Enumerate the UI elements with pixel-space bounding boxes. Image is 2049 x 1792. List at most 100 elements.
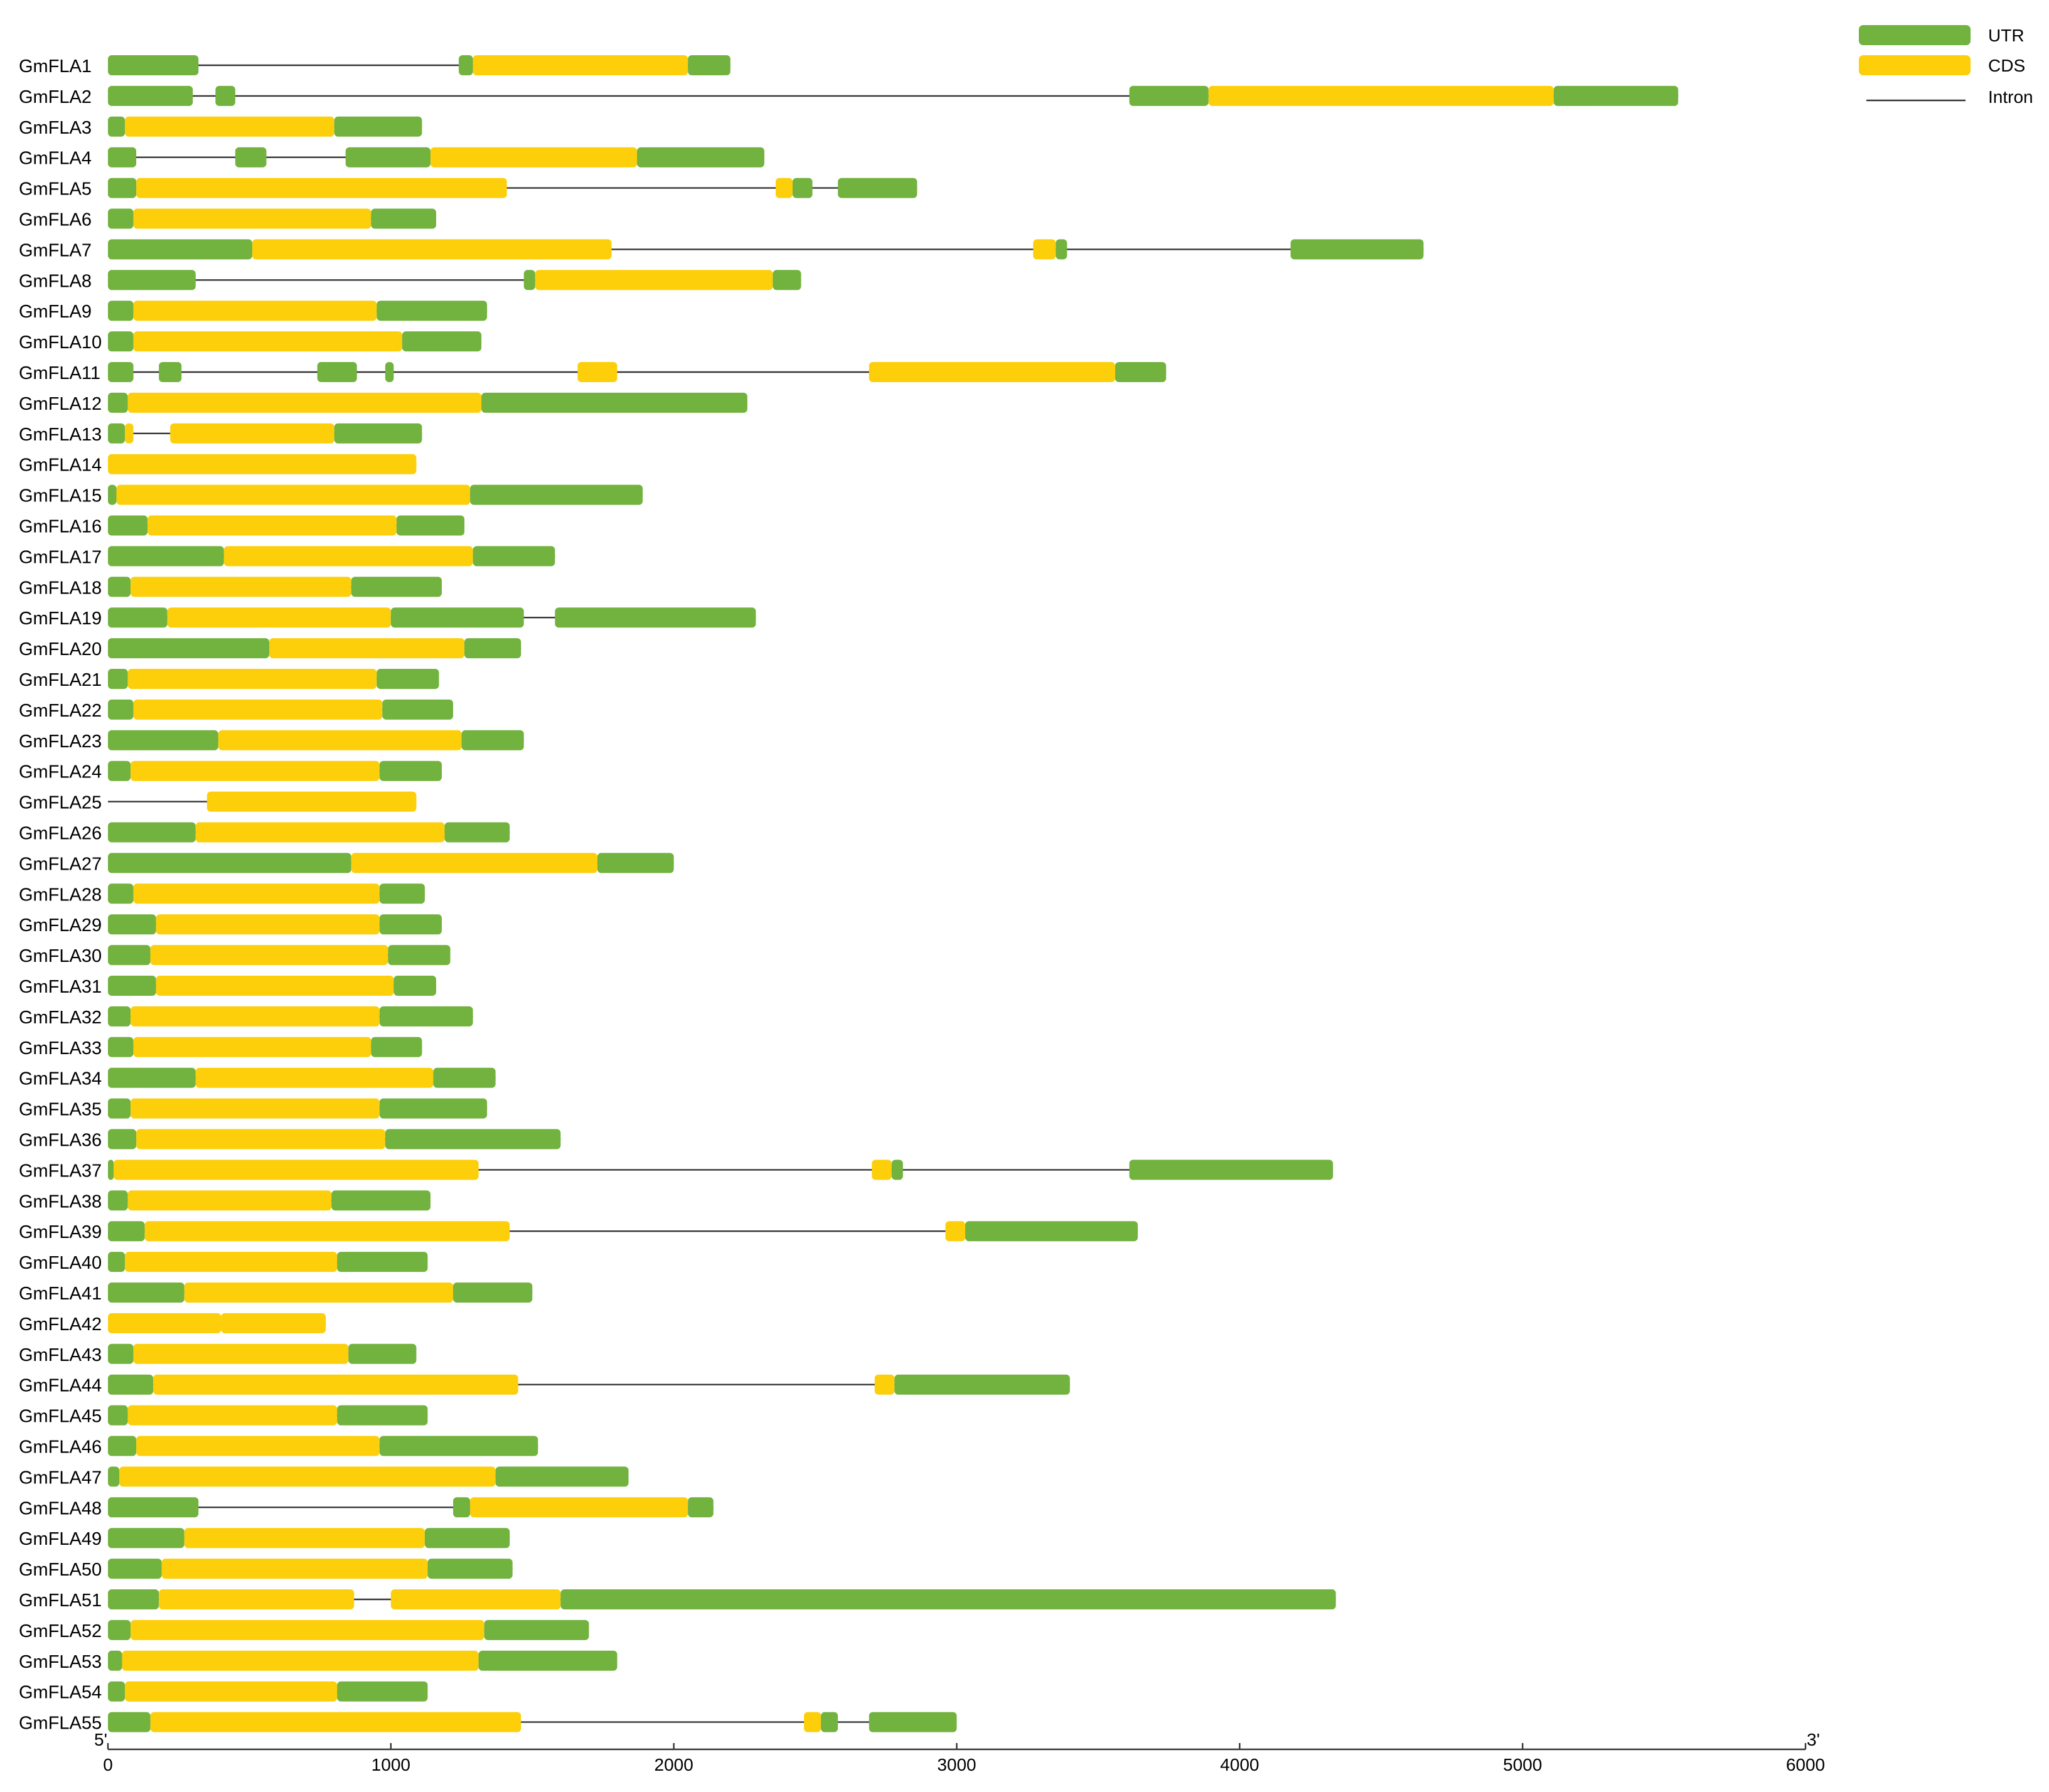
utr-segment [396,515,465,536]
utr-segment [838,178,918,198]
utr-segment [337,1405,428,1426]
gene-label: GmFLA27 [19,854,102,874]
utr-segment [334,423,422,444]
utr-segment [108,1343,134,1364]
utr-segment [390,607,524,628]
gene-row-GmFLA5: GmFLA5 [19,178,918,200]
cds-segment [223,546,473,567]
gene-row-GmFLA49: GmFLA49 [19,1528,510,1549]
gene-row-GmFLA22: GmFLA22 [19,699,454,721]
gene-row-GmFLA23: GmFLA23 [19,730,524,752]
utr-segment [108,301,134,321]
gene-row-GmFLA33: GmFLA33 [19,1037,422,1059]
gene-label: GmFLA47 [19,1468,102,1488]
utr-segment [1129,1160,1334,1180]
gene-row-GmFLA32: GmFLA32 [19,1006,473,1028]
utr-segment [108,1129,137,1149]
gene-row-GmFLA36: GmFLA36 [19,1129,561,1151]
utr-segment [1129,85,1209,106]
utr-segment [108,1466,120,1487]
gene-label: GmFLA15 [19,486,102,506]
gene-row-GmFLA18: GmFLA18 [19,577,442,598]
gene-label: GmFLA16 [19,517,102,537]
utr-segment [108,1374,154,1395]
utr-segment [108,1160,114,1180]
gene-label: GmFLA32 [19,1008,102,1028]
cds-segment [108,1313,222,1333]
x-tick-label: 1000 [372,1755,410,1774]
utr-segment [108,638,269,659]
utr-segment [348,1343,417,1364]
utr-segment [379,1436,538,1456]
utr-segment [894,1374,1070,1395]
cds-segment [150,945,388,966]
utr-segment [108,1559,162,1579]
utr-segment [108,730,218,750]
utr-segment [495,1466,629,1487]
gene-label: GmFLA3 [19,118,92,138]
utr-segment [108,1221,145,1242]
utr-segment [108,484,117,505]
utr-segment [108,976,156,996]
gene-label: GmFLA53 [19,1652,102,1672]
cds-segment [114,1160,479,1180]
gene-label: GmFLA30 [19,946,102,966]
utr-segment [379,760,442,781]
utr-segment [688,1497,714,1518]
cds-segment [156,914,380,935]
gene-row-GmFLA9: GmFLA9 [19,301,488,322]
gene-row-GmFLA39: GmFLA39 [19,1221,1138,1242]
cds-segment [869,362,1115,382]
gene-label: GmFLA5 [19,179,92,200]
gene-row-GmFLA37: GmFLA37 [19,1160,1334,1181]
cds-segment [1033,239,1056,260]
cds-segment [269,638,465,659]
cds-segment [252,239,612,260]
utr-segment [108,1067,196,1088]
gene-row-GmFLA15: GmFLA15 [19,484,643,506]
gene-label: GmFLA51 [19,1591,102,1611]
gene-row-GmFLA40: GmFLA40 [19,1252,428,1273]
cds-segment [136,1436,380,1456]
cds-segment [125,116,334,137]
utr-segment [433,1067,496,1088]
utr-segment [108,239,252,260]
cds-segment [804,1712,821,1732]
cds-segment [147,515,397,536]
utr-segment [108,392,128,413]
utr-segment [108,822,196,843]
cds-segment [470,1497,688,1518]
utr-segment [235,147,267,168]
utr-segment [377,301,488,321]
gene-row-GmFLA34: GmFLA34 [19,1067,496,1089]
utr-segment [473,546,555,567]
gene-label: GmFLA35 [19,1100,102,1120]
utr-segment [331,1190,431,1211]
utr-segment [317,362,357,382]
gene-label: GmFLA25 [19,793,102,813]
utr-segment [108,1436,137,1456]
cds-segment [116,484,471,505]
utr-segment [337,1681,428,1702]
cds-segment [127,1190,332,1211]
gene-row-GmFLA27: GmFLA27 [19,853,674,874]
gene-label: GmFLA45 [19,1407,102,1427]
gene-label: GmFLA2 [19,87,92,107]
cds-segment [133,883,380,904]
utr-segment [108,515,148,536]
cds-segment [874,1374,895,1395]
utr-segment [453,1497,471,1518]
utr-segment [108,577,131,597]
utr-segment [108,1681,126,1702]
legend-label: UTR [1988,26,2025,45]
x-tick-label: 5000 [1503,1755,1542,1774]
cds-segment [108,454,417,474]
utr-segment [108,208,134,229]
gene-label: GmFLA48 [19,1498,102,1518]
cds-segment [131,1098,380,1119]
cds-segment [133,208,372,229]
gene-label: GmFLA23 [19,732,102,752]
gene-row-GmFLA3: GmFLA3 [19,116,422,138]
cds-segment [159,1589,355,1609]
